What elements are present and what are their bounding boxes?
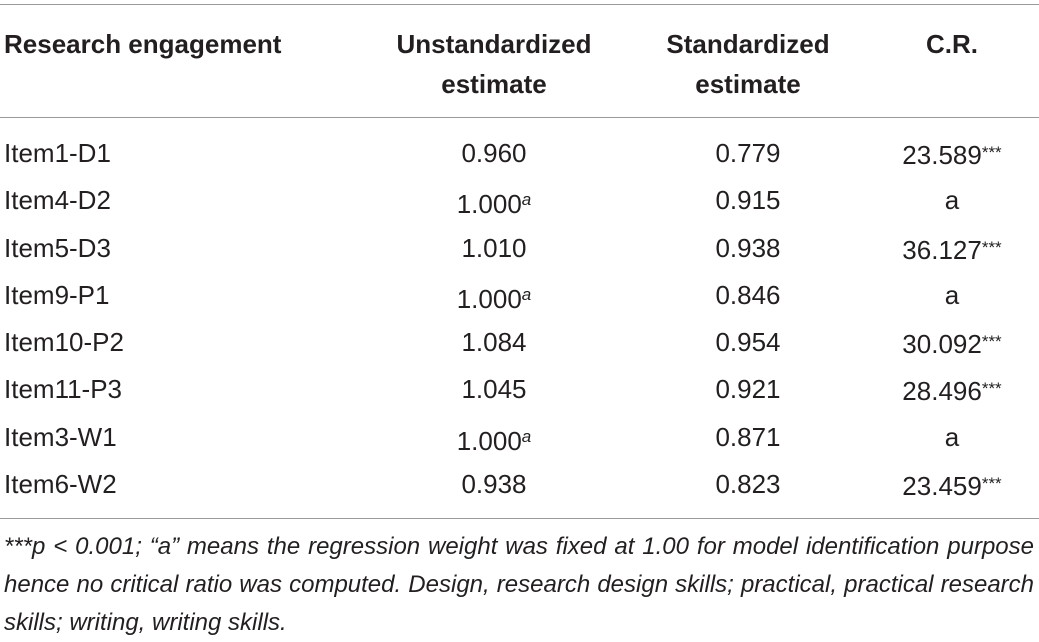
critical-ratio-cell: a [868,420,1036,454]
critical-ratio-value: 36.127 [902,234,982,265]
item-cell: Item4-D2 [4,185,111,216]
unstandardized-value: 1.000 [456,425,522,456]
critical-ratio-cell: a [868,183,1036,217]
critical-ratio-value: a [944,185,960,216]
unstandardized-cell: 1.000a [360,420,628,458]
fixed-weight-marker: a [521,284,532,304]
table-row: Item6-W2 0.938 0.823 23.459*** [0,461,1039,508]
item-cell: Item5-D3 [4,232,111,263]
table-top-rule [0,4,1039,5]
unstandardized-cell: 1.045 [360,372,628,406]
critical-ratio-cell: 23.459*** [868,467,1036,503]
standardized-cell: 0.915 [715,185,781,216]
item-cell: Item11-P3 [4,374,123,405]
item-cell: Item10-P2 [4,327,124,358]
critical-ratio-cell: 30.092*** [868,325,1036,361]
significance-marker: *** [981,143,1002,162]
unstandardized-cell: 0.960 [360,136,628,170]
table-body: Item1-D1 0.960 0.779 23.589*** Item4-D2 1.000… [0,130,1039,508]
standardized-cell: 0.846 [715,279,781,310]
significance-marker: *** [981,474,1002,494]
item-cell: Item3-W1 [4,421,117,452]
standardized-cell: 0.823 [715,469,781,500]
item-cell: Item1-D1 [4,138,111,168]
unstandardized-value: 1.000 [456,189,522,220]
header-unstandardized-estimate: Unstandardized estimate [396,29,592,99]
unstandardized-value: 1.045 [461,374,527,405]
unstandardized-cell: 0.938 [360,467,628,501]
standardized-cell: 0.938 [715,232,781,263]
critical-ratio-cell: 36.127*** [868,231,1036,267]
unstandardized-cell: 1.000a [360,183,628,221]
critical-ratio-cell: a [868,278,1036,312]
table-row: Item4-D2 1.000a 0.915 a [0,177,1039,224]
standardized-cell: 0.921 [715,374,781,405]
table-row: Item10-P2 1.084 0.954 30.092*** [0,319,1039,366]
unstandardized-cell: 1.084 [360,325,628,359]
table-bottom-rule [0,518,1039,519]
table-row: Item9-P1 1.000a 0.846 a [0,272,1039,319]
fixed-weight-marker: a [521,426,532,446]
table-footnote: ***p < 0.001; “a” means the regression w… [4,533,1034,636]
fixed-weight-marker: a [521,190,532,210]
header-research-engagement: Research engagement [4,29,282,59]
critical-ratio-cell: 23.589*** [868,136,1036,172]
unstandardized-value: 1.010 [461,232,527,263]
critical-ratio-value: a [944,279,960,310]
table-row: Item1-D1 0.960 0.779 23.589*** [0,130,1039,177]
header-cr: C.R. [926,29,978,59]
table-row: Item11-P3 1.045 0.921 28.496*** [0,366,1039,413]
unstandardized-cell: 1.000a [360,278,628,316]
critical-ratio-value: 30.092 [902,329,982,360]
significance-marker: *** [981,379,1002,399]
unstandardized-cell: 1.010 [360,231,628,265]
standardized-cell: 0.779 [715,138,781,168]
critical-ratio-cell: 28.496*** [868,372,1036,408]
table-row: Item5-D3 1.010 0.938 36.127*** [0,225,1039,272]
unstandardized-value: 1.000 [456,283,522,314]
item-cell: Item6-W2 [4,469,117,500]
unstandardized-value: 0.938 [461,469,527,500]
critical-ratio-value: 23.589 [902,140,982,170]
header-standardized-estimate: Standardized estimate [666,29,830,99]
critical-ratio-value: 23.459 [902,471,982,502]
table-header-rule [0,117,1039,118]
standardized-cell: 0.871 [715,421,781,452]
standardized-cell: 0.954 [715,327,781,358]
unstandardized-value: 0.960 [461,138,527,168]
unstandardized-value: 1.084 [461,327,527,358]
table-row: Item3-W1 1.000a 0.871 a [0,414,1039,461]
item-cell: Item9-P1 [4,279,110,310]
critical-ratio-value: a [944,421,960,452]
significance-marker: *** [981,237,1002,257]
critical-ratio-value: 28.496 [902,376,982,407]
significance-marker: *** [981,332,1002,352]
